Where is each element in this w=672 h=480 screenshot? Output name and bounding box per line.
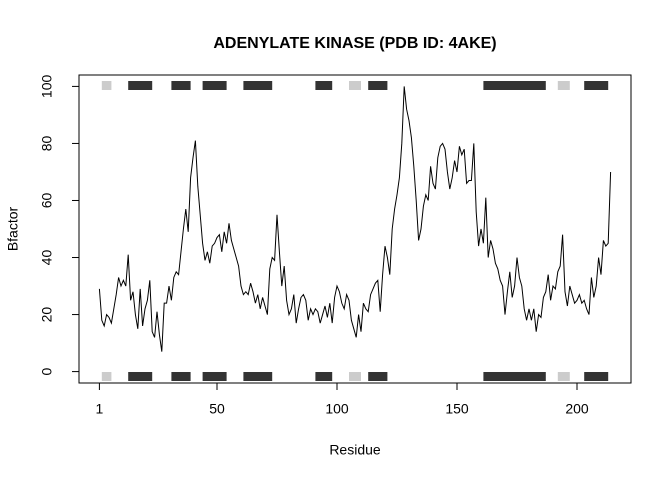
sse-block — [483, 81, 546, 90]
sse-block — [349, 81, 361, 90]
sse-block — [368, 81, 388, 90]
sse-block — [101, 81, 112, 90]
y-tick-label: 40 — [39, 250, 55, 266]
data-line — [98, 86, 612, 352]
sse-block — [202, 372, 227, 381]
sse-block — [128, 81, 153, 90]
x-axis-label: Residue — [329, 442, 381, 458]
sse-block — [171, 81, 191, 90]
x-tick-label: 1 — [96, 401, 104, 417]
sse-block — [557, 81, 570, 90]
sse-block — [243, 372, 273, 381]
sse-block — [584, 81, 609, 90]
sse-block — [171, 372, 191, 381]
x-tick-label: 50 — [209, 401, 225, 417]
sse-block — [243, 81, 273, 90]
sse-block — [315, 372, 333, 381]
sse-block — [128, 372, 153, 381]
sse-block — [368, 372, 388, 381]
x-tick-label: 150 — [445, 401, 469, 417]
y-tick-label: 0 — [39, 367, 55, 375]
sse-block — [315, 81, 333, 90]
sse-block — [483, 372, 546, 381]
y-tick-label: 60 — [39, 192, 55, 208]
sse-block — [557, 372, 570, 381]
y-tick-label: 80 — [39, 135, 55, 151]
y-tick-label: 20 — [39, 307, 55, 323]
y-tick-label: 100 — [39, 75, 55, 99]
x-tick-label: 100 — [325, 401, 349, 417]
y-axis-label: Bfactor — [5, 206, 21, 251]
sse-block — [101, 372, 112, 381]
x-tick-label: 200 — [565, 401, 589, 417]
sse-block — [584, 372, 609, 381]
sse-block — [202, 81, 227, 90]
sse-block — [349, 372, 361, 381]
chart-title: ADENYLATE KINASE (PDB ID: 4AKE) — [213, 35, 496, 52]
